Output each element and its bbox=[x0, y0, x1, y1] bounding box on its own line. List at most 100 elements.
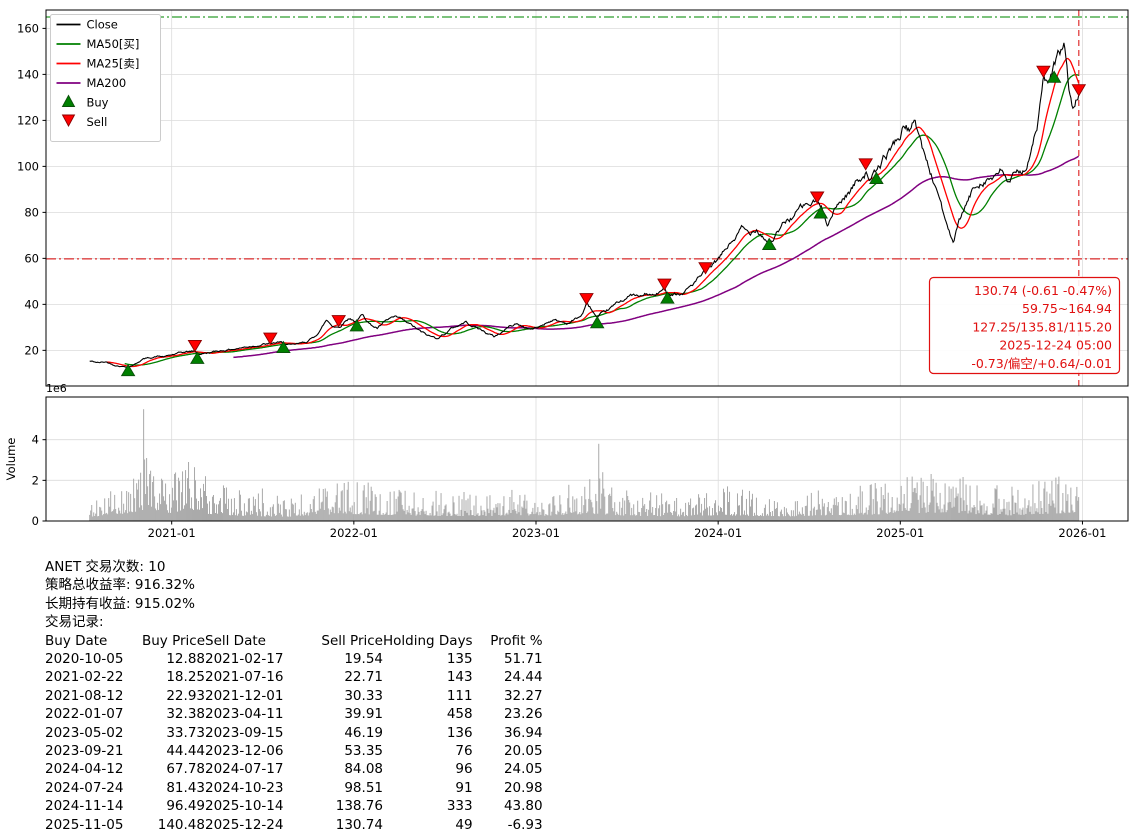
trade-row: 2025-11-05 140.48 2025-12-24 130.74 49 -6.93 bbox=[45, 816, 543, 834]
legend-label: Buy bbox=[87, 96, 109, 110]
buy-marker bbox=[813, 206, 828, 219]
buy-marker bbox=[869, 171, 884, 184]
cell-sell-date: 2021-12-01 bbox=[205, 687, 284, 704]
cell-sell-price: 84.08 bbox=[344, 761, 383, 778]
trade-row: 2024-04-12 67.78 2024-07-17 84.08 96 24.05 bbox=[45, 760, 543, 778]
annotation-line: 2025-12-24 05:00 bbox=[999, 338, 1112, 353]
strategy-summary: ANET 交易次数: 10 策略总收益率: 916.32% 长期持有收益: 91… bbox=[0, 545, 1139, 834]
cell-buy-price: 12.88 bbox=[166, 651, 205, 668]
x-tick-label: 2022-01 bbox=[330, 526, 378, 540]
cell-buy-date: 2021-02-22 bbox=[45, 669, 124, 686]
axes-labels: 20 40 60 80 100 120 140 160 0 2 4 2021-01 2022-01 202… bbox=[4, 21, 1106, 540]
buy-marker bbox=[120, 363, 136, 377]
cell-holding-days: 458 bbox=[446, 706, 473, 723]
trade-table-header-row: Buy Date Buy Price Sell Date Sell Price … bbox=[45, 632, 543, 650]
volume-axis-title: Volume bbox=[4, 438, 18, 481]
volume-ytick-label: 0 bbox=[32, 514, 39, 528]
price-ytick-label: 100 bbox=[17, 159, 39, 173]
x-tick-label: 2026-01 bbox=[1058, 526, 1106, 540]
x-tick-label: 2023-01 bbox=[512, 526, 560, 540]
buy-marker bbox=[349, 319, 365, 332]
sell-marker bbox=[579, 293, 594, 306]
annotation-box bbox=[928, 276, 1121, 375]
annotation-line: 130.74 (-0.61 -0.47%) bbox=[974, 283, 1112, 298]
cell-profit: 32.27 bbox=[503, 687, 543, 704]
cell-sell-date: 2025-12-24 bbox=[205, 816, 284, 833]
cell-holding-days: 143 bbox=[446, 669, 473, 686]
price-ytick-label: 20 bbox=[24, 343, 39, 357]
cell-buy-price: 33.73 bbox=[166, 724, 205, 741]
cell-buy-date: 2024-07-24 bbox=[45, 779, 124, 796]
ma200-line bbox=[233, 155, 1080, 359]
trade-row: 2023-05-02 33.73 2023-09-15 46.19 136 36.94 bbox=[45, 724, 543, 742]
col-header-holding-days: Holding Days bbox=[383, 632, 473, 649]
cell-profit: 20.05 bbox=[503, 743, 543, 760]
cell-holding-days: 136 bbox=[446, 724, 473, 741]
quote-annotation: 130.74 (-0.61 -0.47%) 59.75~164.94 127.25/… bbox=[928, 276, 1121, 375]
cell-holding-days: 135 bbox=[446, 651, 473, 668]
cell-sell-price: 138.76 bbox=[335, 798, 383, 815]
cell-buy-price: 81.43 bbox=[166, 779, 205, 796]
cell-profit: -6.93 bbox=[507, 816, 543, 833]
col-header-buy-price: Buy Price bbox=[141, 632, 205, 649]
cell-holding-days: 333 bbox=[446, 798, 473, 815]
backtest-chart: 20 40 60 80 100 120 140 160 0 2 4 2021-01 2022-01 202… bbox=[4, 9, 1129, 540]
trade-row: 2021-02-22 18.25 2021-07-16 22.71 143 24.44 bbox=[45, 668, 543, 686]
cell-sell-date: 2024-10-23 bbox=[205, 779, 284, 796]
price-ytick-label: 160 bbox=[17, 21, 39, 35]
cell-sell-price: 53.35 bbox=[344, 743, 383, 760]
cell-profit: 51.71 bbox=[503, 651, 543, 668]
volume-bars bbox=[89, 409, 1080, 521]
price-ytick-label: 140 bbox=[17, 67, 39, 81]
cell-buy-price: 22.93 bbox=[166, 687, 205, 704]
cell-sell-price: 98.51 bbox=[344, 779, 383, 796]
sell-marker bbox=[657, 278, 672, 291]
cell-holding-days: 91 bbox=[455, 779, 473, 796]
col-header-sell-date: Sell Date bbox=[205, 632, 266, 649]
x-tick-label: 2021-01 bbox=[148, 526, 196, 540]
stats-line-trade-log-title: 交易记录: bbox=[45, 614, 104, 631]
triangle-up-icon bbox=[61, 94, 76, 107]
sell-marker bbox=[1071, 84, 1087, 97]
grid-layer bbox=[46, 10, 1128, 522]
trade-row: 2020-10-05 12.88 2021-02-17 19.54 135 51.71 bbox=[45, 650, 543, 668]
price-ytick-label: 80 bbox=[24, 205, 39, 219]
cell-buy-date: 2020-10-05 bbox=[45, 651, 124, 668]
legend-label: MA50[买] bbox=[87, 37, 140, 51]
trade-markers bbox=[120, 65, 1087, 377]
annotation-line: -0.73/偏空/+0.64/-0.01 bbox=[971, 356, 1112, 371]
legend-label: Close bbox=[87, 18, 118, 32]
cell-sell-date: 2023-04-11 bbox=[205, 706, 284, 723]
price-ytick-label: 60 bbox=[24, 251, 39, 265]
volume-ytick-label: 2 bbox=[32, 473, 39, 487]
price-ytick-label: 40 bbox=[24, 297, 39, 311]
price-volume-chart: 20 40 60 80 100 120 140 160 0 2 4 2021-01 2022-01 202… bbox=[4, 9, 1129, 540]
cell-sell-date: 2021-02-17 bbox=[205, 651, 284, 668]
x-tick-label: 2024-01 bbox=[694, 526, 742, 540]
volume-ytick-label: 4 bbox=[32, 433, 39, 447]
cell-profit: 43.80 bbox=[503, 798, 543, 815]
cell-profit: 23.26 bbox=[503, 706, 543, 723]
cell-buy-price: 44.44 bbox=[166, 743, 205, 760]
cell-profit: 24.44 bbox=[503, 669, 543, 686]
buy-marker bbox=[761, 237, 777, 250]
price-ytick-label: 120 bbox=[17, 113, 39, 127]
sell-marker bbox=[263, 332, 278, 345]
cell-sell-date: 2024-07-17 bbox=[205, 761, 284, 778]
cell-sell-date: 2023-09-15 bbox=[205, 724, 284, 741]
legend-label: Sell bbox=[87, 115, 108, 129]
buy-marker bbox=[660, 291, 675, 304]
legend-label: MA200 bbox=[87, 76, 127, 90]
trade-row: 2021-08-12 22.93 2021-12-01 30.33 111 32.27 bbox=[45, 687, 543, 705]
triangle-down-icon bbox=[61, 114, 76, 127]
cell-buy-date: 2021-08-12 bbox=[45, 687, 124, 704]
cell-buy-date: 2022-01-07 bbox=[45, 706, 124, 723]
buy-marker bbox=[589, 315, 605, 329]
sell-marker bbox=[698, 262, 713, 275]
cell-sell-date: 2023-12-06 bbox=[205, 743, 284, 760]
cell-buy-price: 96.49 bbox=[166, 798, 205, 815]
buy-marker bbox=[190, 351, 205, 364]
col-header-sell-price: Sell Price bbox=[321, 632, 383, 649]
cell-buy-date: 2024-04-12 bbox=[45, 761, 124, 778]
volume-panel-border bbox=[45, 396, 1129, 522]
